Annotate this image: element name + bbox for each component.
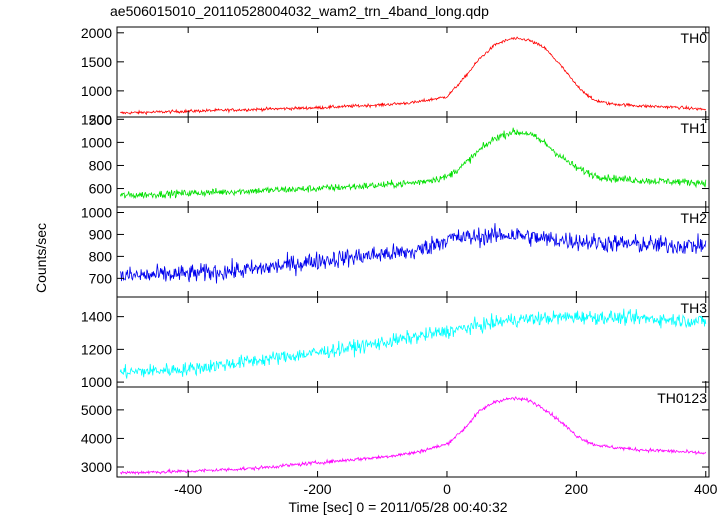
x-axis-label: Time [sec] 0 = 2011/05/28 00:40:32: [288, 499, 507, 515]
y-tick-label: 1000: [81, 374, 112, 390]
y-tick-label: 600: [89, 181, 113, 197]
panel-th0: 500 1000 1500 2000 TH0: [81, 25, 710, 128]
y-tick-label: 500: [89, 112, 113, 128]
y-tick-label: 2000: [81, 25, 112, 41]
y-tick-label: 900: [89, 226, 113, 242]
x-tick-label: 200: [565, 481, 589, 497]
x-axis: -400 -200 0 200 400: [174, 481, 718, 497]
y-tick-label: 1400: [81, 309, 112, 325]
panel-label: TH2: [681, 210, 708, 226]
panel-th0123: 3000 4000 5000 TH0123: [81, 386, 710, 478]
series-line-th2: [119, 223, 707, 284]
panel-frame: [116, 386, 710, 478]
panel-th1: 600 800 1000 1200 TH1: [81, 111, 710, 208]
y-tick-label: 800: [89, 248, 113, 264]
y-tick-label: 5000: [81, 402, 112, 418]
y-tick-label: 1200: [81, 341, 112, 357]
x-tick-label: -200: [304, 481, 332, 497]
y-tick-label: 3000: [81, 459, 112, 475]
y-tick-label: 800: [89, 157, 113, 173]
series-line-th3: [119, 308, 707, 379]
y-tick-label: 1200: [81, 111, 112, 127]
x-tick-label: 400: [694, 481, 718, 497]
panel-label: TH0: [681, 30, 708, 46]
panel-frame: [116, 296, 710, 388]
x-tick-label: -400: [174, 481, 202, 497]
panel-frame: [116, 26, 710, 118]
y-tick-label: 4000: [81, 430, 112, 446]
chart-panels: 500 1000 1500 2000 TH0 600 800 1000 1200 TH1 700 80…: [81, 25, 710, 478]
series-line-th1: [119, 127, 707, 200]
y-tick-label: 1000: [81, 134, 112, 150]
y-tick-label: 1500: [81, 54, 112, 70]
panel-th3: 1000 1200 1400 TH3: [81, 296, 710, 390]
y-tick-label: 1000: [81, 83, 112, 99]
y-axis-label: Counts/sec: [33, 223, 49, 293]
panel-th2: 700 800 900 1000 TH2: [81, 204, 710, 298]
panel-label: TH1: [681, 120, 708, 136]
y-tick-label: 700: [89, 270, 113, 286]
series-line-th0123: [119, 396, 707, 476]
x-tick-label: 0: [443, 481, 451, 497]
chart-title: ae506015010_20110528004032_wam2_trn_4ban…: [110, 3, 489, 19]
panel-label: TH3: [681, 300, 708, 316]
series-line-th0: [120, 36, 707, 116]
y-tick-label: 1000: [81, 204, 112, 220]
panel-label: TH0123: [657, 390, 707, 406]
